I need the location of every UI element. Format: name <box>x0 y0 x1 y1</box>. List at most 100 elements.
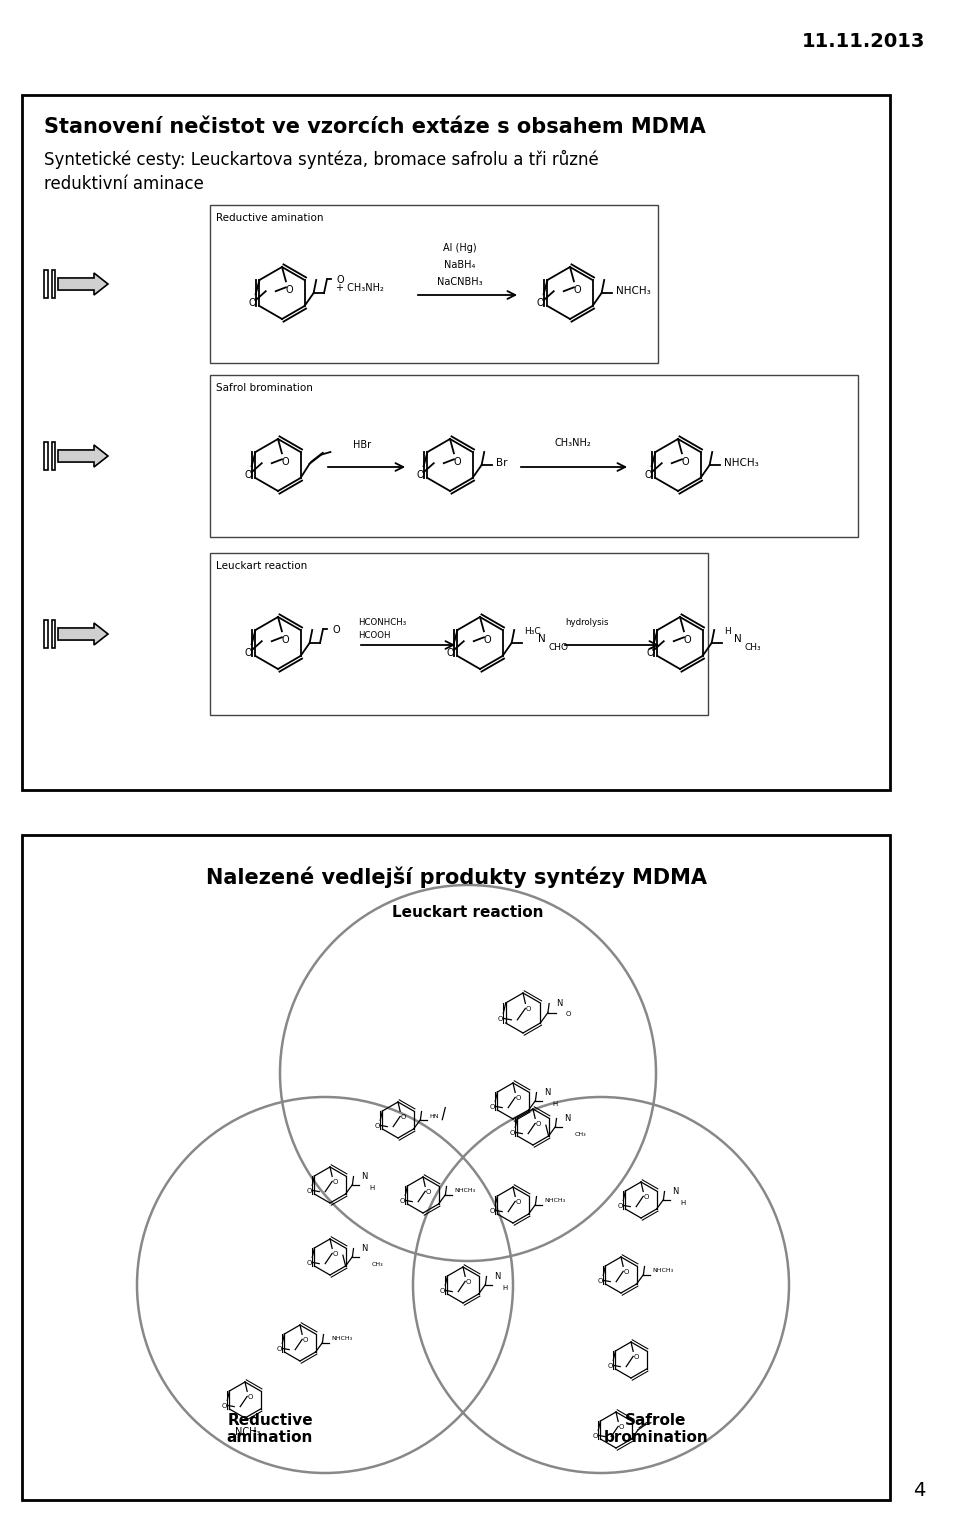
Text: O: O <box>336 275 344 286</box>
Text: HCOOH: HCOOH <box>358 631 391 640</box>
Text: NHCH₃: NHCH₃ <box>724 458 758 467</box>
Text: O: O <box>643 1194 649 1200</box>
Bar <box>210 376 858 538</box>
Bar <box>52 270 56 298</box>
Text: N: N <box>557 999 563 1008</box>
Text: O: O <box>425 1190 431 1196</box>
Text: Br: Br <box>496 458 508 467</box>
Text: O: O <box>623 1269 629 1275</box>
Text: CH₃: CH₃ <box>744 643 760 652</box>
Text: 4: 4 <box>913 1481 925 1500</box>
Text: O: O <box>399 1199 405 1205</box>
Text: N: N <box>672 1186 679 1196</box>
Text: O: O <box>647 649 655 658</box>
Text: O: O <box>281 457 289 467</box>
Text: N: N <box>734 634 742 644</box>
Text: Safrole
bromination: Safrole bromination <box>604 1412 708 1445</box>
Text: O: O <box>222 1403 227 1409</box>
Text: + CH₃NH₂: + CH₃NH₂ <box>336 282 384 293</box>
Text: NHCH₃: NHCH₃ <box>331 1336 352 1341</box>
Text: Reductive amination: Reductive amination <box>216 212 324 223</box>
Text: O: O <box>592 1434 598 1440</box>
FancyArrow shape <box>58 444 108 467</box>
Text: H: H <box>681 1200 685 1206</box>
Text: O: O <box>526 1006 531 1012</box>
Text: HCONHCH₃: HCONHCH₃ <box>358 618 406 628</box>
Text: Nalezené vedlejší produkty syntézy MDMA: Nalezené vedlejší produkty syntézy MDMA <box>205 867 707 889</box>
Text: O: O <box>497 1017 503 1023</box>
Text: O: O <box>466 1280 470 1286</box>
Text: N: N <box>544 1089 551 1096</box>
Bar <box>44 270 48 298</box>
Text: O: O <box>248 1394 252 1400</box>
Bar <box>52 441 56 470</box>
Text: Al (Hg): Al (Hg) <box>444 243 477 253</box>
Text: NHCH₃: NHCH₃ <box>652 1267 673 1274</box>
Text: O: O <box>285 286 293 295</box>
Text: O: O <box>245 470 252 481</box>
Text: O: O <box>617 1203 623 1209</box>
Text: O: O <box>490 1208 495 1214</box>
Text: H: H <box>552 1101 558 1107</box>
Bar <box>22 95 890 789</box>
Text: O: O <box>245 649 252 658</box>
Text: CH₃NH₂: CH₃NH₂ <box>555 438 591 447</box>
Text: O: O <box>516 1095 521 1101</box>
Text: O: O <box>573 286 581 295</box>
Text: N: N <box>538 634 546 644</box>
Text: NCH₃: NCH₃ <box>235 1428 260 1437</box>
Text: O: O <box>453 457 461 467</box>
Text: reduktivní aminace: reduktivní aminace <box>44 176 204 192</box>
Text: CH₃: CH₃ <box>372 1263 383 1267</box>
Text: O: O <box>597 1278 603 1284</box>
Text: O: O <box>490 1104 495 1110</box>
Bar <box>52 620 56 647</box>
Text: N: N <box>494 1272 501 1281</box>
FancyArrow shape <box>58 623 108 644</box>
Text: HBr: HBr <box>353 440 372 450</box>
Bar <box>22 835 890 1500</box>
Text: NHCH₃: NHCH₃ <box>544 1199 565 1203</box>
Text: O: O <box>536 1121 540 1127</box>
Text: O: O <box>417 470 424 481</box>
Bar <box>44 441 48 470</box>
Text: H₃C: H₃C <box>524 626 540 635</box>
Bar <box>210 553 708 715</box>
Text: O: O <box>618 1425 624 1431</box>
Text: CHO: CHO <box>548 643 568 652</box>
Text: O: O <box>645 470 653 481</box>
Text: O: O <box>446 649 454 658</box>
Text: O: O <box>332 625 340 635</box>
Text: O: O <box>634 1354 638 1361</box>
Text: O: O <box>332 1251 338 1257</box>
Text: O: O <box>302 1338 308 1344</box>
Text: Stanovení nečistot ve vzorcích extáze s obsahem MDMA: Stanovení nečistot ve vzorcích extáze s … <box>44 118 706 137</box>
Text: CH₃: CH₃ <box>574 1132 586 1138</box>
Text: O: O <box>374 1124 380 1130</box>
Text: O: O <box>516 1199 521 1205</box>
Text: NaBH₄: NaBH₄ <box>444 260 476 270</box>
Text: Leuckart reaction: Leuckart reaction <box>216 560 307 571</box>
Text: H: H <box>724 626 731 635</box>
Text: Leuckart reaction: Leuckart reaction <box>393 906 543 919</box>
Text: O: O <box>306 1188 312 1194</box>
Text: O: O <box>684 635 690 646</box>
Text: HN: HN <box>429 1115 439 1119</box>
Text: O: O <box>483 635 491 646</box>
Text: O: O <box>332 1179 338 1185</box>
FancyArrow shape <box>58 273 108 295</box>
Bar <box>44 620 48 647</box>
Text: O: O <box>276 1347 282 1353</box>
Text: O: O <box>306 1260 312 1266</box>
Text: O: O <box>440 1289 444 1295</box>
Text: N: N <box>361 1173 368 1182</box>
Text: NaCNBH₃: NaCNBH₃ <box>437 276 483 287</box>
Text: O: O <box>249 298 256 308</box>
Text: hydrolysis: hydrolysis <box>565 618 609 628</box>
Text: H: H <box>502 1284 508 1290</box>
Text: O: O <box>565 1011 571 1017</box>
Text: O: O <box>608 1364 612 1370</box>
Bar <box>210 205 658 363</box>
Text: O: O <box>537 298 544 308</box>
Text: O: O <box>400 1115 406 1121</box>
